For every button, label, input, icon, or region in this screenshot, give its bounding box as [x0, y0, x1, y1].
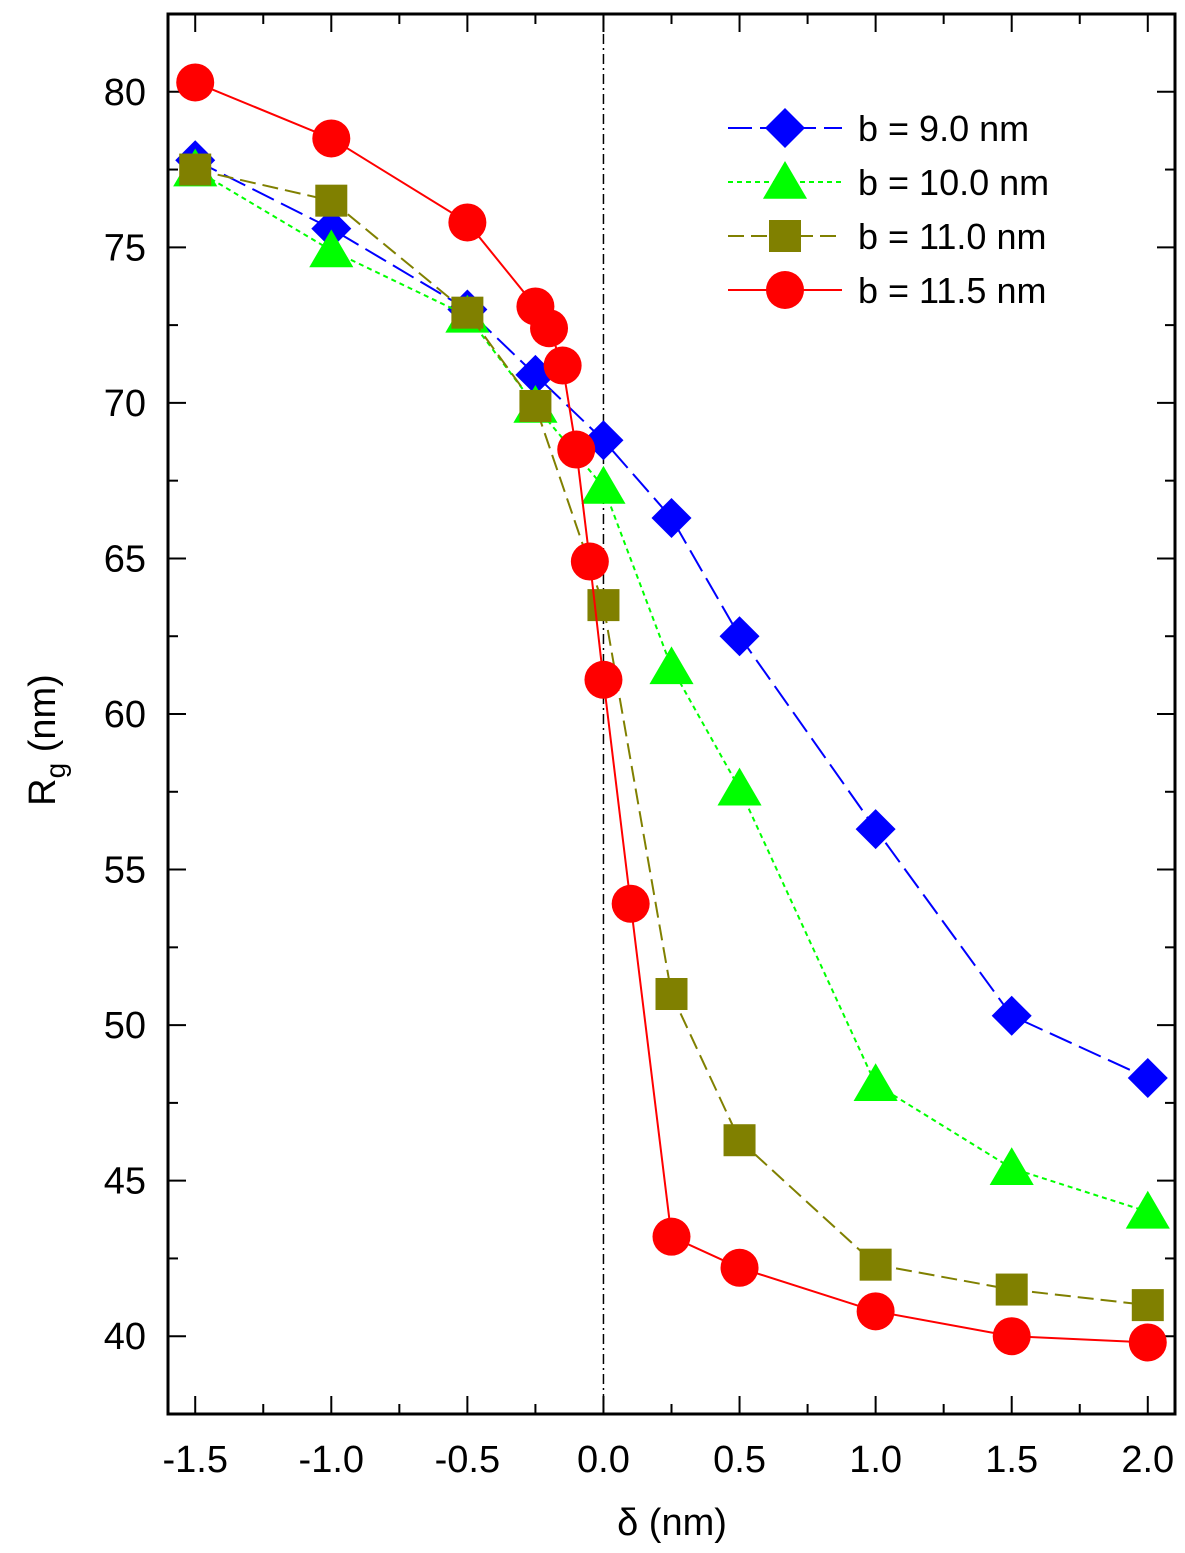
data-point-square	[315, 184, 348, 217]
data-point-circle	[530, 309, 569, 348]
x-tick-label: 1.5	[985, 1439, 1038, 1481]
legend-entry: b = 9.0 nm	[728, 108, 1029, 149]
data-point-triangle	[717, 767, 762, 806]
data-point-triangle	[853, 1063, 898, 1102]
y-tick-label: 70	[104, 383, 146, 425]
y-axis-title: Rg (nm)	[22, 674, 71, 806]
data-point-circle	[448, 203, 487, 242]
series-square	[179, 153, 1164, 1322]
series-circle	[176, 63, 1167, 1362]
data-point-circle	[992, 1317, 1031, 1356]
data-point-circle	[557, 430, 596, 469]
legend-label: b = 11.5 nm	[858, 270, 1046, 311]
data-point-circle	[570, 542, 609, 581]
y-tick-label: 55	[104, 850, 146, 892]
data-point-square	[655, 978, 688, 1010]
y-axis-title-main: R	[22, 778, 64, 805]
data-point-circle	[584, 660, 623, 699]
x-tick-label: -1.0	[299, 1439, 364, 1481]
data-point-triangle	[649, 646, 694, 685]
data-point-square	[587, 589, 620, 622]
data-point-diamond	[1127, 1058, 1168, 1098]
legend-label: b = 11.0 nm	[858, 216, 1046, 257]
legend-entry: b = 11.0 nm	[728, 216, 1046, 257]
data-point-circle	[312, 119, 351, 158]
legend-entry: b = 11.5 nm	[728, 270, 1046, 311]
legend-label: b = 10.0 nm	[858, 162, 1049, 203]
data-point-triangle	[1125, 1190, 1170, 1229]
data-point-square	[451, 296, 484, 329]
data-point-diamond	[311, 208, 352, 249]
legend-marker-circle	[766, 271, 804, 309]
data-point-diamond	[991, 995, 1032, 1036]
x-tick-label: -1.5	[162, 1439, 227, 1481]
data-point-square	[859, 1248, 892, 1281]
x-tick-label: 2.0	[1121, 1439, 1174, 1481]
series-line-square	[194, 168, 1148, 1307]
y-tick-label: 45	[104, 1161, 146, 1203]
legend-marker-diamond	[765, 108, 805, 148]
data-point-square	[519, 390, 552, 422]
x-tick-label: 0.0	[577, 1439, 630, 1481]
x-tick-label: 1.0	[849, 1439, 902, 1481]
y-axis-title-unit: (nm)	[22, 674, 64, 763]
y-tick-label: 80	[104, 72, 146, 114]
y-axis-title-subscript: g	[40, 763, 71, 779]
data-point-circle	[176, 63, 215, 102]
x-tick-label: -0.5	[435, 1439, 500, 1481]
legend-label: b = 9.0 nm	[858, 108, 1029, 149]
legend-marker-square	[769, 220, 801, 252]
data-point-square	[995, 1273, 1028, 1306]
data-point-square	[179, 153, 212, 186]
y-tick-label: 60	[104, 694, 146, 736]
data-point-triangle	[989, 1147, 1034, 1186]
x-tick-label: 0.5	[713, 1439, 766, 1481]
data-point-triangle	[309, 229, 354, 268]
series-line-diamond	[194, 159, 1149, 1079]
x-axis-title: δ (nm)	[617, 1502, 727, 1544]
data-point-circle	[1128, 1323, 1167, 1362]
data-point-diamond	[855, 809, 896, 850]
series-line-triangle	[194, 168, 1149, 1213]
data-point-circle	[856, 1292, 895, 1331]
y-tick-label: 50	[104, 1005, 146, 1047]
data-point-circle	[543, 346, 582, 385]
data-point-square	[1131, 1289, 1164, 1322]
y-tick-label: 40	[104, 1316, 146, 1358]
y-tick-label: 75	[104, 227, 146, 269]
data-point-circle	[652, 1217, 691, 1256]
legend-marker-triangle	[762, 161, 808, 199]
data-point-triangle	[581, 465, 626, 504]
data-point-diamond	[719, 616, 760, 657]
data-point-circle	[720, 1248, 759, 1287]
data-point-circle	[611, 884, 650, 923]
data-point-diamond	[651, 498, 692, 538]
y-tick-label: 65	[104, 538, 146, 580]
data-point-square	[723, 1124, 756, 1157]
legend-entry: b = 10.0 nm	[728, 161, 1049, 203]
